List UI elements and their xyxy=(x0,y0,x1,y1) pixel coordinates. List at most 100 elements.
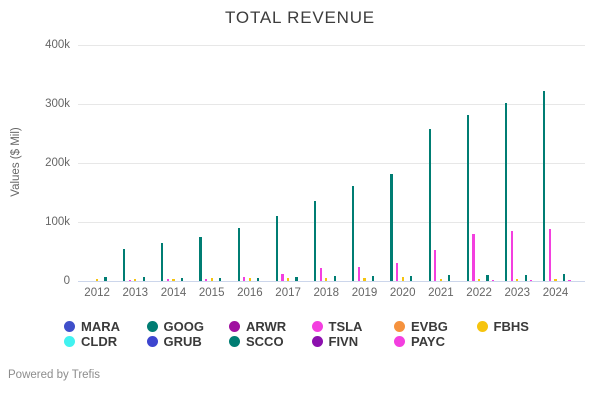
bar-GOOG-2021[interactable] xyxy=(428,129,431,281)
bar-TSLA-2021[interactable] xyxy=(434,249,437,281)
x-tick-2022: 2022 xyxy=(466,287,492,299)
legend-marker-ARWR xyxy=(229,321,240,332)
bar-TSLA-2014[interactable] xyxy=(166,279,169,281)
bar-FBHS-2023[interactable] xyxy=(516,279,519,281)
bar-TSLA-2013[interactable] xyxy=(128,279,131,281)
bar-SCCO-2021[interactable] xyxy=(448,274,451,281)
bar-FBHS-2014[interactable] xyxy=(172,278,175,281)
bar-GOOG-2023[interactable] xyxy=(505,102,508,281)
legend-item-TSLA[interactable]: TSLA xyxy=(311,319,395,334)
bar-GOOG-2014[interactable] xyxy=(161,242,164,281)
bar-FBHS-2024[interactable] xyxy=(554,279,557,281)
bar-FBHS-2015[interactable] xyxy=(210,278,213,281)
bar-FBHS-2013[interactable] xyxy=(134,278,137,281)
legend-label-TSLA: TSLA xyxy=(328,319,363,334)
bar-GOOG-2015[interactable] xyxy=(199,236,202,281)
bar-FBHS-2020[interactable] xyxy=(401,277,404,281)
y-tick-300k: 300k xyxy=(45,97,70,110)
bar-TSLA-2015[interactable] xyxy=(205,278,208,281)
x-tick-2019: 2019 xyxy=(351,287,378,299)
bar-SCCO-2012[interactable] xyxy=(104,276,107,281)
legend-marker-PAYC xyxy=(394,336,405,347)
bar-FBHS-2022[interactable] xyxy=(478,279,481,281)
legend-label-CLDR: CLDR xyxy=(81,334,118,349)
bar-PAYC-2022[interactable] xyxy=(492,279,495,281)
legend-label-ARWR: ARWR xyxy=(246,319,287,334)
legend-item-GOOG[interactable]: GOOG xyxy=(146,319,230,334)
bar-GOOG-2018[interactable] xyxy=(314,200,317,281)
legend-item-MARA[interactable]: MARA xyxy=(64,319,147,334)
bar-GOOG-2017[interactable] xyxy=(275,215,278,281)
legend-label-FBHS: FBHS xyxy=(493,319,529,334)
y-tick-200k: 200k xyxy=(45,156,70,169)
gridline-100k xyxy=(78,222,585,223)
bar-SCCO-2018[interactable] xyxy=(333,276,336,281)
legend-item-CLDR[interactable]: CLDR xyxy=(64,334,147,349)
bar-SCCO-2019[interactable] xyxy=(371,276,374,281)
bar-SCCO-2020[interactable] xyxy=(410,275,413,281)
x-tick-2016: 2016 xyxy=(237,287,263,299)
bar-TSLA-2022[interactable] xyxy=(472,233,475,281)
legend-item-ARWR[interactable]: ARWR xyxy=(229,319,312,334)
legend-marker-TSLA xyxy=(311,321,323,332)
x-axis-line xyxy=(78,281,585,282)
bar-SCCO-2013[interactable] xyxy=(142,277,145,281)
bar-SCCO-2014[interactable] xyxy=(180,277,183,281)
x-tick-2013: 2013 xyxy=(122,287,149,299)
bar-TSLA-2020[interactable] xyxy=(396,263,399,281)
bar-TSLA-2016[interactable] xyxy=(243,277,246,281)
legend-marker-GOOG xyxy=(146,321,158,332)
bar-PAYC-2023[interactable] xyxy=(530,279,533,281)
bar-SCCO-2022[interactable] xyxy=(486,274,489,281)
y-tick-400k: 400k xyxy=(45,38,70,51)
bar-FBHS-2012[interactable] xyxy=(96,278,99,281)
legend-label-EVBG: EVBG xyxy=(411,319,448,334)
legend-item-FBHS[interactable]: FBHS xyxy=(476,319,560,334)
bar-GOOG-2016[interactable] xyxy=(237,228,240,281)
legend-marker-SCCO xyxy=(229,336,240,347)
bar-TSLA-2017[interactable] xyxy=(281,273,284,281)
legend-item-EVBG[interactable]: EVBG xyxy=(394,319,477,334)
y-tick-100k: 100k xyxy=(45,215,70,228)
bar-GOOG-2022[interactable] xyxy=(466,114,469,281)
bar-TSLA-2023[interactable] xyxy=(510,231,513,281)
bar-FBHS-2021[interactable] xyxy=(439,278,442,281)
bar-GOOG-2013[interactable] xyxy=(123,248,126,281)
legend-label-PAYC: PAYC xyxy=(411,334,445,349)
x-tick-2012: 2012 xyxy=(84,287,110,299)
x-tick-2014: 2014 xyxy=(160,287,187,299)
bar-SCCO-2023[interactable] xyxy=(524,274,527,281)
gridline-200k xyxy=(78,163,585,164)
bar-FBHS-2016[interactable] xyxy=(248,278,251,281)
legend-item-SCCO[interactable]: SCCO xyxy=(229,334,312,349)
bar-GOOG-2020[interactable] xyxy=(390,174,393,281)
legend-label-MARA: MARA xyxy=(81,319,120,334)
x-tick-2015: 2015 xyxy=(198,287,225,299)
gridline-300k xyxy=(78,104,585,105)
bar-FBHS-2019[interactable] xyxy=(363,277,366,281)
legend-item-PAYC[interactable]: PAYC xyxy=(394,334,477,349)
bar-SCCO-2015[interactable] xyxy=(219,278,222,281)
bar-TSLA-2018[interactable] xyxy=(319,268,322,281)
legend-item-FIVN[interactable]: FIVN xyxy=(311,334,395,349)
legend-marker-GRUB xyxy=(146,336,158,347)
bar-SCCO-2017[interactable] xyxy=(295,276,298,281)
bar-GOOG-2019[interactable] xyxy=(352,186,355,281)
bar-FBHS-2017[interactable] xyxy=(287,277,290,281)
bar-GOOG-2024[interactable] xyxy=(543,91,546,281)
bar-SCCO-2024[interactable] xyxy=(562,274,565,281)
powered-by-trefis-link[interactable]: Powered by Trefis xyxy=(8,369,101,381)
legend-label-GRUB: GRUB xyxy=(163,334,202,349)
x-tick-2021: 2021 xyxy=(428,287,454,299)
bar-PAYC-2024[interactable] xyxy=(568,279,571,281)
bar-SCCO-2016[interactable] xyxy=(257,277,260,281)
bar-TSLA-2024[interactable] xyxy=(548,229,551,281)
bar-FBHS-2018[interactable] xyxy=(325,277,328,281)
gridline-400k xyxy=(78,45,585,46)
legend-marker-EVBG xyxy=(394,321,405,332)
legend-item-GRUB[interactable]: GRUB xyxy=(146,334,230,349)
bar-TSLA-2019[interactable] xyxy=(357,266,360,281)
legend-marker-FBHS xyxy=(476,321,488,332)
legend-label-FIVN: FIVN xyxy=(328,334,359,349)
